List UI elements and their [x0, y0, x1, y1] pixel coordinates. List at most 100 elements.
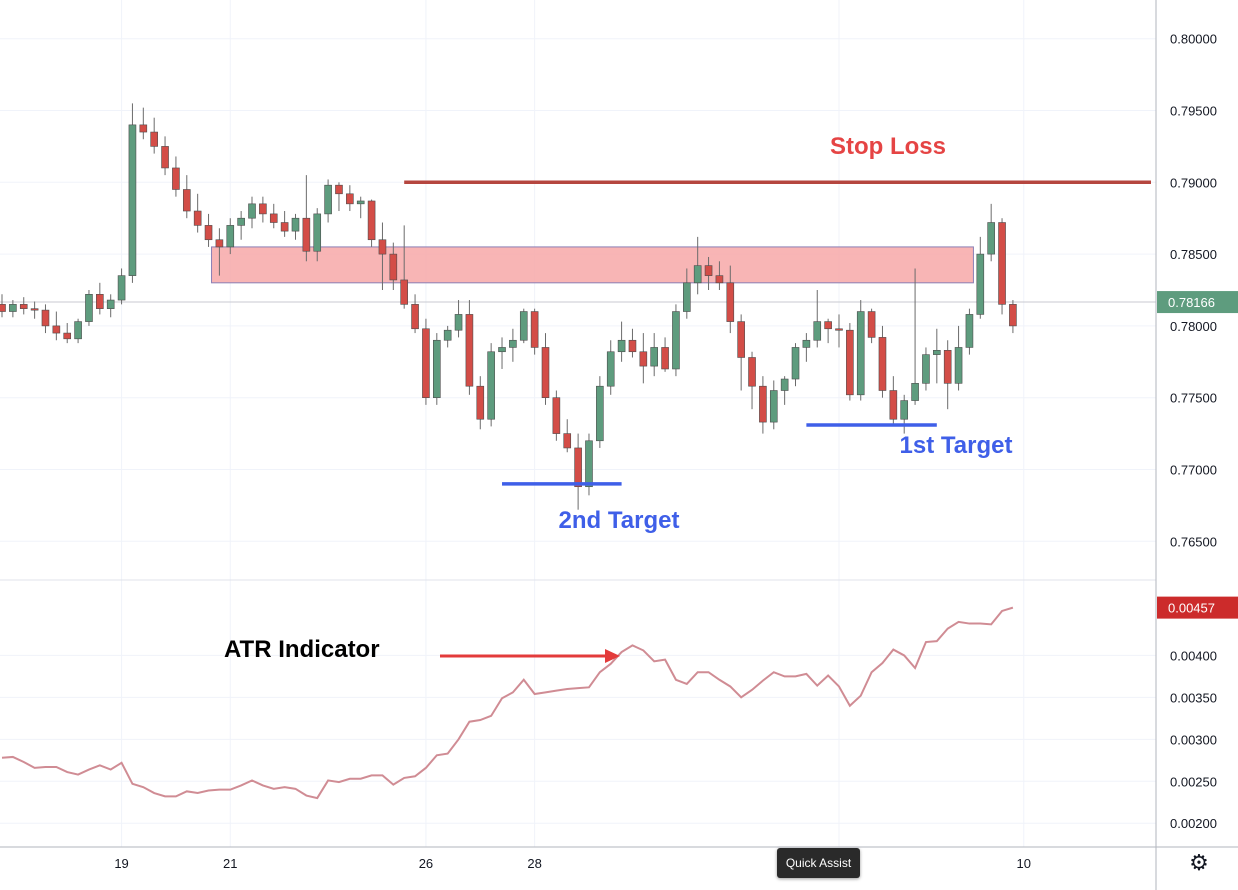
candle — [400, 225, 408, 309]
candle — [443, 325, 452, 348]
candle — [791, 343, 800, 387]
candle — [574, 433, 582, 510]
candle — [856, 300, 865, 401]
candle — [780, 376, 789, 405]
candle — [715, 261, 724, 290]
candle — [639, 333, 648, 384]
candle — [259, 196, 267, 223]
candle — [161, 136, 169, 176]
candle — [85, 290, 93, 326]
candle — [748, 351, 756, 410]
candle — [389, 242, 398, 290]
candle — [215, 228, 224, 276]
candle — [19, 297, 28, 315]
candle — [465, 300, 474, 395]
atr-tick-label: 0.00400 — [1170, 648, 1217, 663]
candles — [0, 103, 1017, 510]
svg-text:0.00457: 0.00457 — [1168, 601, 1215, 616]
candle — [367, 199, 376, 247]
candle — [889, 376, 898, 427]
candle — [172, 156, 180, 197]
candle — [0, 294, 6, 318]
candle — [335, 182, 343, 212]
candle — [432, 333, 441, 405]
candle — [237, 211, 245, 240]
candle — [606, 340, 615, 395]
x-tick-label: 19 — [114, 856, 128, 871]
candle — [280, 211, 289, 237]
candle — [878, 325, 887, 398]
gear-icon[interactable]: ⚙ — [1189, 850, 1209, 876]
candle — [617, 321, 626, 362]
candle — [846, 323, 854, 401]
candle — [835, 314, 843, 348]
atr-tick-label: 0.00350 — [1170, 690, 1217, 705]
candle — [269, 203, 278, 229]
first-target-label: 1st Target — [900, 432, 1013, 459]
candle — [552, 390, 561, 441]
candle — [1009, 300, 1017, 334]
candle — [324, 179, 332, 223]
candle — [672, 304, 680, 377]
candle — [378, 222, 387, 290]
candle — [650, 333, 659, 377]
candle — [248, 196, 256, 229]
resistance-zone-rect — [211, 246, 974, 284]
candle — [628, 328, 637, 358]
price-tick-label: 0.76500 — [1170, 534, 1217, 549]
candle — [661, 337, 669, 372]
candle — [693, 236, 702, 295]
current-price-badge: 0.78166 — [1157, 291, 1238, 314]
candle — [530, 308, 539, 355]
candle — [965, 308, 974, 355]
atr-indicator-label: ATR Indicator — [224, 636, 380, 663]
price-tick-label: 0.78000 — [1170, 319, 1217, 334]
candle — [824, 318, 832, 344]
candle — [226, 218, 235, 255]
candle — [922, 347, 930, 391]
atr-tick-label: 0.00250 — [1170, 774, 1217, 789]
x-tick-label: 26 — [419, 856, 433, 871]
candle — [204, 213, 213, 247]
price-tick-label: 0.77500 — [1170, 391, 1217, 406]
resistance-zone — [211, 246, 974, 284]
candle — [313, 208, 322, 262]
candle — [476, 376, 485, 430]
quick-assist-button[interactable]: Quick Assist — [777, 848, 860, 878]
candle — [683, 268, 691, 319]
candle — [96, 282, 104, 315]
candle — [74, 318, 82, 344]
chart-grid — [0, 0, 1156, 847]
candle — [63, 323, 72, 344]
candle — [759, 376, 767, 434]
candle — [987, 203, 995, 262]
candle — [498, 337, 506, 369]
candle — [585, 433, 593, 496]
price-tick-label: 0.78500 — [1170, 247, 1217, 262]
price-tick-label: 0.77000 — [1170, 462, 1217, 477]
candle — [998, 218, 1006, 315]
atr-tick-label: 0.00200 — [1170, 816, 1217, 831]
candle — [30, 301, 39, 319]
second-target-label: 2nd Target — [559, 507, 680, 534]
candle — [769, 380, 778, 430]
candle — [596, 376, 604, 448]
atr-line — [1, 606, 1014, 800]
atr-current-badge: 0.00457 — [1157, 596, 1238, 619]
candle — [867, 308, 876, 344]
atr-indicator — [1, 606, 1014, 800]
candle — [737, 314, 745, 391]
candle — [150, 117, 158, 154]
candle — [454, 300, 463, 338]
candle — [346, 185, 354, 212]
candle — [900, 394, 909, 434]
candle — [954, 325, 963, 391]
candle — [128, 103, 137, 283]
candle — [563, 419, 572, 453]
price-tick-label: 0.79500 — [1170, 104, 1217, 119]
svg-text:0.78166: 0.78166 — [1168, 295, 1215, 310]
candle — [411, 294, 419, 334]
atr-arrow — [440, 649, 620, 663]
